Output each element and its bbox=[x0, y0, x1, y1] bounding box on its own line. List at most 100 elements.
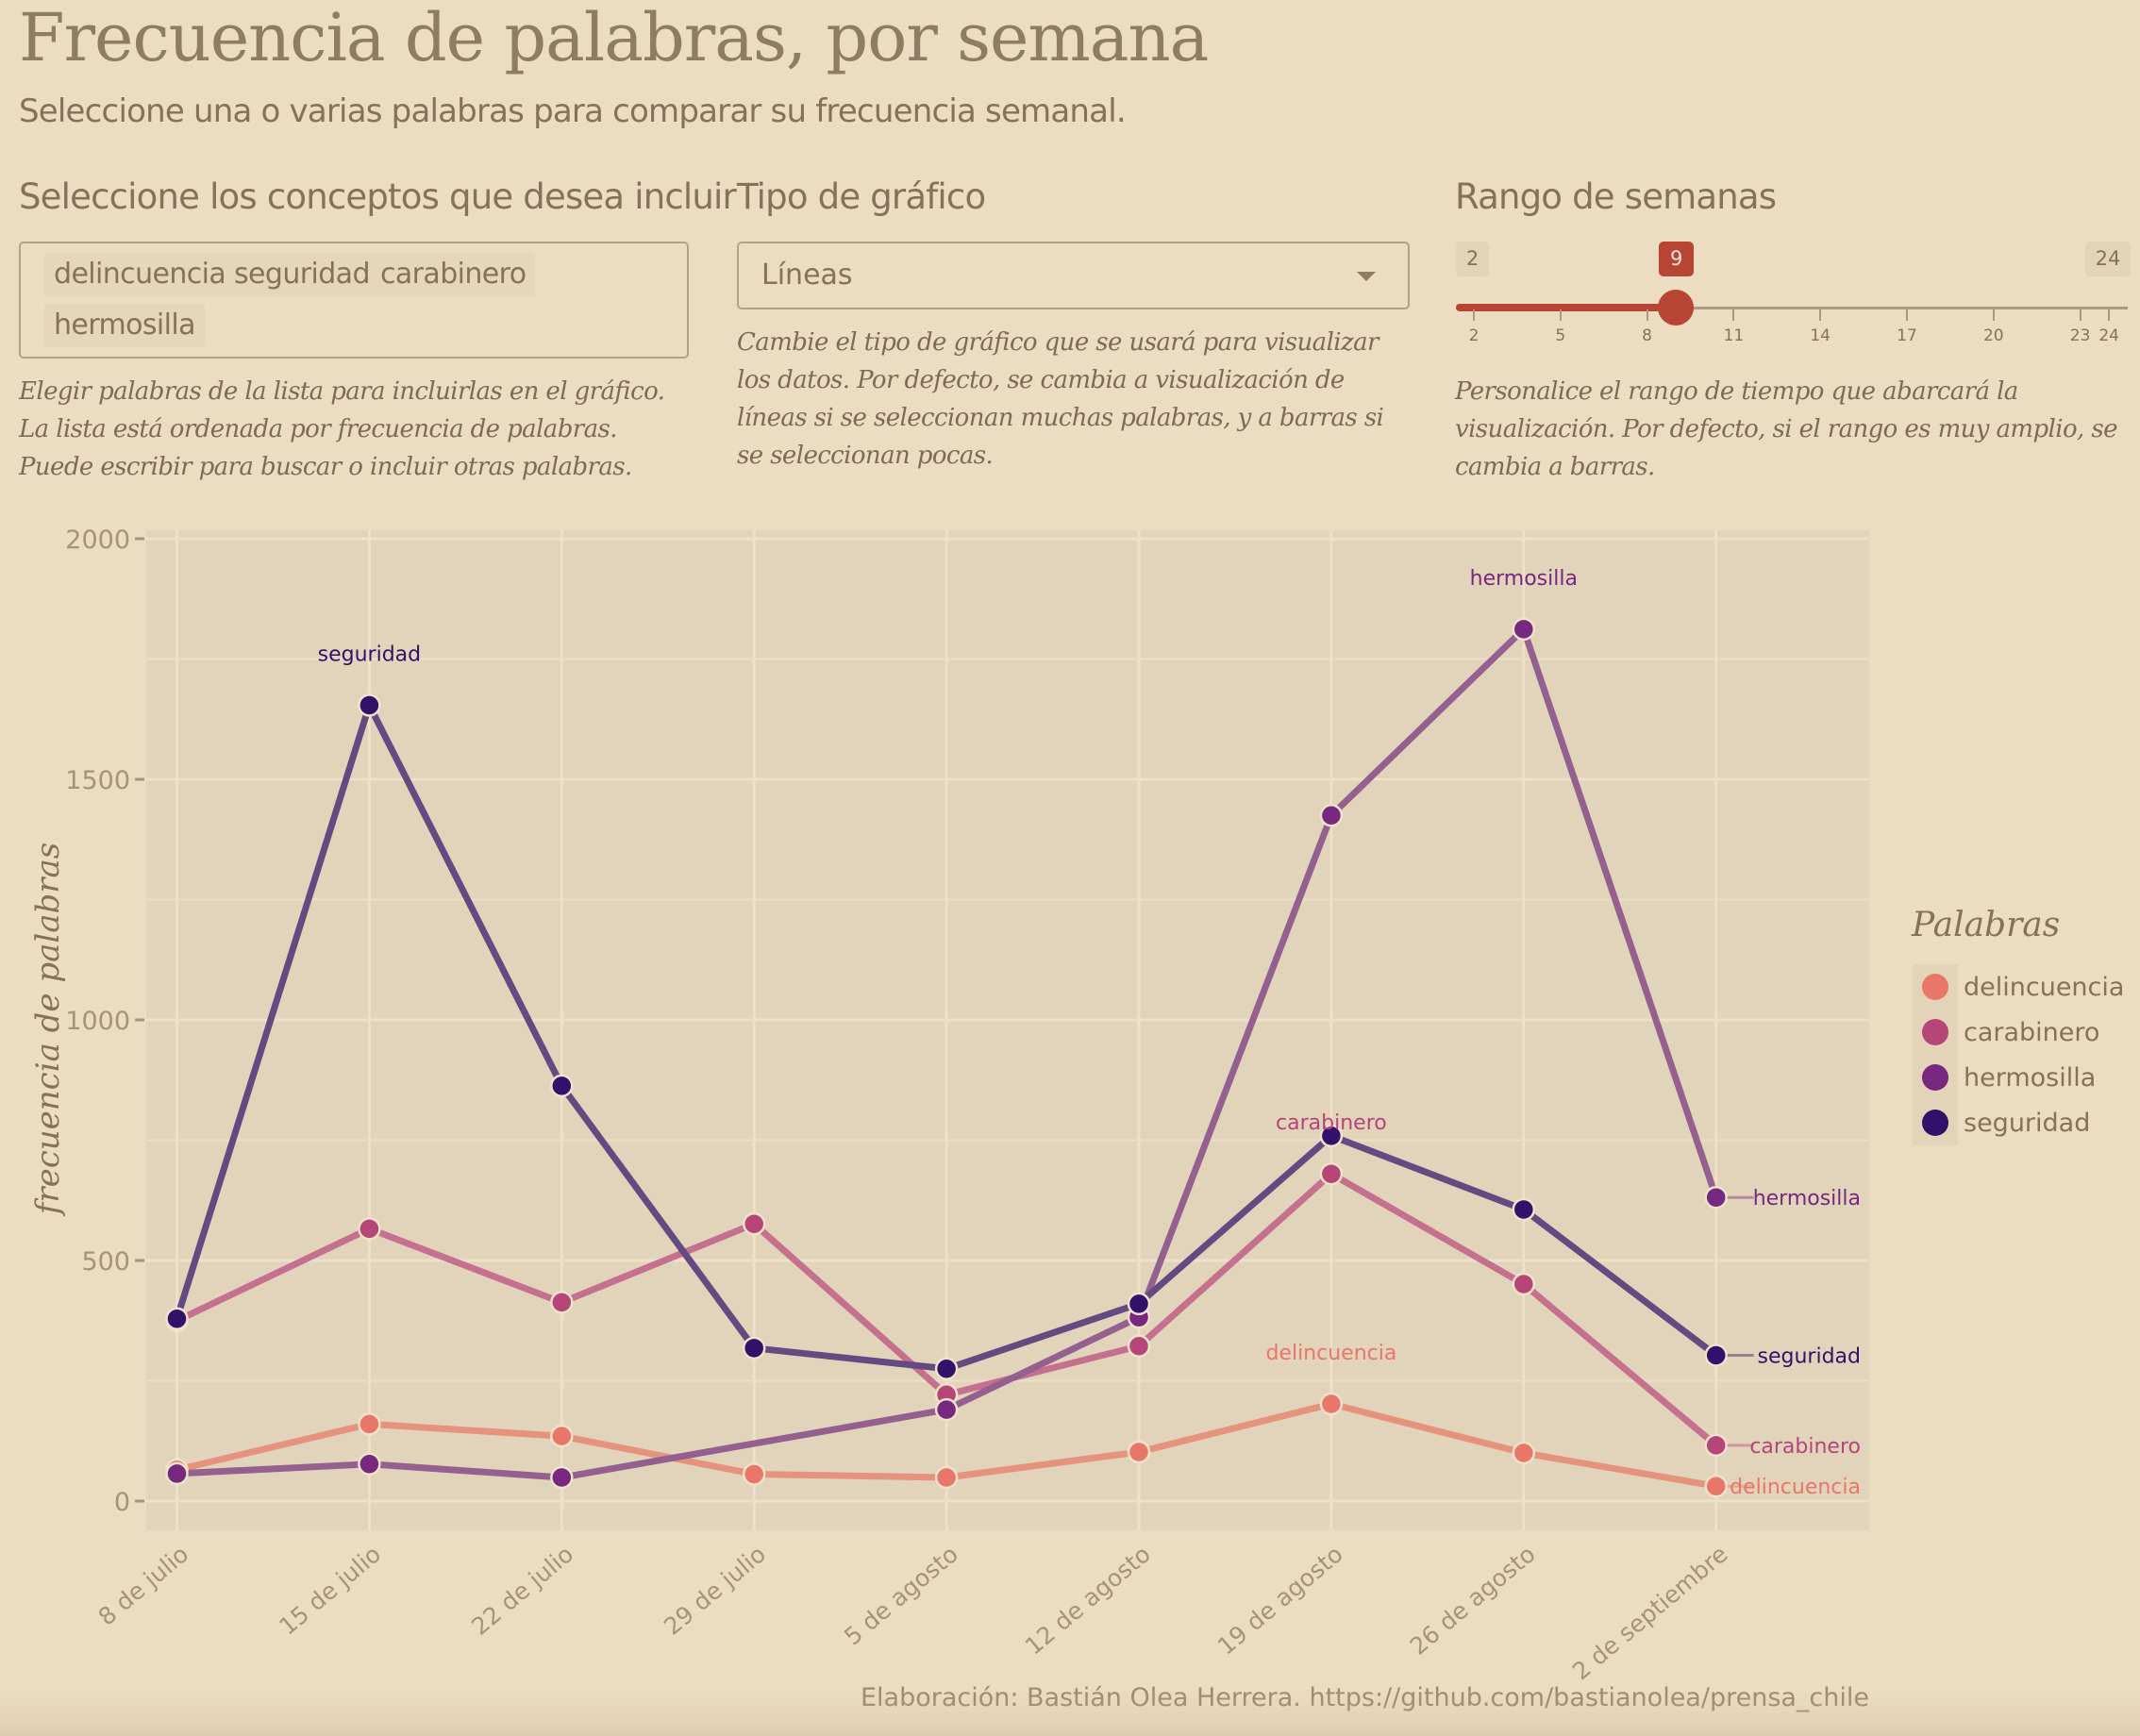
slider-track[interactable] bbox=[1456, 307, 2128, 309]
slider-tick-label: 2 bbox=[1468, 326, 1480, 345]
data-point-carabinero bbox=[1704, 1433, 1728, 1458]
slider-tick-label: 14 bbox=[1810, 326, 1831, 345]
legend-label: seguridad bbox=[1964, 1108, 2091, 1138]
x-tick-label: 26 de agosto bbox=[1405, 1540, 1541, 1660]
data-point-delincuencia bbox=[550, 1424, 574, 1448]
data-point-seguridad bbox=[742, 1336, 766, 1360]
y-tick-label: 1500 bbox=[65, 766, 130, 795]
slider-tick bbox=[1559, 309, 1562, 321]
chart-type-label: Tipo de gráfico bbox=[737, 176, 986, 217]
data-point-carabinero bbox=[550, 1291, 574, 1314]
slider-max-label: 24 bbox=[2085, 242, 2131, 276]
legend-item-hermosilla: hermosilla bbox=[1922, 1055, 2096, 1100]
legend-label: delincuencia bbox=[1964, 972, 2125, 1002]
data-point-seguridad bbox=[358, 693, 381, 717]
end-label-hermosilla: hermosilla bbox=[1753, 1187, 1861, 1210]
data-point-hermosilla bbox=[550, 1465, 574, 1490]
slider-tick-label: 20 bbox=[1982, 326, 2004, 345]
data-point-delincuencia bbox=[358, 1412, 381, 1436]
data-point-delincuencia bbox=[1127, 1440, 1151, 1464]
page-title: Frecuencia de palabras, por semana bbox=[19, 0, 1209, 76]
data-point-seguridad bbox=[550, 1074, 574, 1098]
bottom-shadow bbox=[0, 1689, 2140, 1736]
series-points bbox=[165, 617, 1728, 1498]
data-point-hermosilla bbox=[1512, 617, 1536, 642]
x-tick-label: 15 de julio bbox=[274, 1540, 386, 1640]
y-axis-title: frecuencia de palabras bbox=[29, 843, 67, 1218]
grid bbox=[146, 530, 1869, 1530]
data-point-seguridad bbox=[1704, 1344, 1728, 1367]
peak-label-delincuencia: delincuencia bbox=[1265, 1342, 1396, 1365]
data-point-hermosilla bbox=[165, 1461, 189, 1486]
slider-tick bbox=[1473, 309, 1475, 321]
x-tick-label: 8 de julio bbox=[93, 1540, 194, 1630]
slider-tick bbox=[1906, 309, 1908, 321]
legend-label: hermosilla bbox=[1964, 1062, 2097, 1093]
data-point-delincuencia bbox=[934, 1465, 959, 1490]
chevron-down-icon bbox=[1357, 272, 1376, 281]
data-point-hermosilla bbox=[934, 1397, 959, 1422]
data-point-delincuencia bbox=[1319, 1392, 1344, 1416]
tag-hermosilla[interactable]: hermosilla bbox=[44, 304, 205, 347]
slider-tick-label: 8 bbox=[1642, 326, 1653, 345]
slider-tick-label: 23 bbox=[2069, 326, 2091, 345]
data-point-delincuencia bbox=[742, 1462, 766, 1486]
tag-delincuencia[interactable]: delincuencia bbox=[44, 253, 236, 296]
x-tick-label: 29 de julio bbox=[659, 1540, 771, 1640]
tag-carabinero[interactable]: carabinero bbox=[371, 253, 536, 296]
data-point-hermosilla bbox=[1319, 804, 1344, 827]
data-point-carabinero bbox=[1512, 1272, 1536, 1296]
tag-seguridad[interactable]: seguridad bbox=[225, 253, 379, 296]
peak-label-seguridad: seguridad bbox=[318, 643, 421, 666]
data-point-carabinero bbox=[358, 1217, 381, 1241]
data-point-seguridad bbox=[934, 1357, 959, 1380]
data-point-seguridad bbox=[1127, 1292, 1151, 1316]
legend-dot-icon bbox=[1922, 1019, 1948, 1045]
slider-tick-label: 17 bbox=[1897, 326, 1917, 345]
plot-panel bbox=[146, 530, 1869, 1530]
data-point-carabinero bbox=[742, 1211, 766, 1236]
y-tick-label: 0 bbox=[114, 1488, 130, 1517]
legend-label: carabinero bbox=[1964, 1017, 2100, 1047]
y-axis: 0 500 1000 1500 2000 bbox=[65, 526, 144, 1517]
x-tick-label: 12 de agosto bbox=[1020, 1540, 1156, 1660]
data-point-seguridad bbox=[165, 1307, 189, 1330]
slider-fill bbox=[1456, 304, 1677, 311]
data-point-delincuencia bbox=[1512, 1441, 1536, 1465]
x-tick-label: 5 de agosto bbox=[839, 1540, 963, 1650]
end-label-carabinero: carabinero bbox=[1749, 1435, 1861, 1459]
legend-item-carabinero: carabinero bbox=[1922, 1010, 2099, 1055]
data-point-seguridad bbox=[1319, 1124, 1344, 1148]
data-point-carabinero bbox=[1319, 1161, 1344, 1186]
y-tick-label: 500 bbox=[81, 1247, 130, 1277]
data-point-seguridad bbox=[1512, 1197, 1536, 1222]
slider-tick bbox=[2079, 309, 2081, 321]
y-tick-label: 1000 bbox=[65, 1007, 130, 1036]
y-tick-label: 2000 bbox=[65, 526, 130, 555]
data-point-hermosilla bbox=[358, 1452, 381, 1476]
chart-type-select[interactable]: Líneas bbox=[737, 242, 1410, 309]
week-range-help: Personalice el rango de tiempo que abarc… bbox=[1455, 377, 2117, 481]
legend-dot-icon bbox=[1922, 1110, 1948, 1136]
slider-tick bbox=[1732, 309, 1735, 321]
slider-handle[interactable] bbox=[1658, 290, 1695, 326]
series-labels: delincuencia delincuencia carabinero carabi… bbox=[318, 567, 1861, 1499]
concepts-label: Seleccione los conceptos que desea inclu… bbox=[19, 176, 737, 217]
slider-value-label: 9 bbox=[1659, 242, 1695, 276]
concepts-multiselect[interactable]: delincuencia seguridad carabinero hermos… bbox=[19, 242, 689, 359]
end-label-delincuencia: delincuencia bbox=[1730, 1476, 1861, 1499]
x-tick-label: 2 de septiembre bbox=[1567, 1540, 1733, 1685]
peak-label-hermosilla: hermosilla bbox=[1470, 567, 1578, 591]
series-line-hermosilla bbox=[176, 626, 1720, 1481]
peak-label-carabinero: carabinero bbox=[1276, 1111, 1387, 1135]
legend-item-seguridad: seguridad bbox=[1922, 1100, 2090, 1145]
chart-caption: Elaboración: Bastián Olea Herrera. https… bbox=[861, 1683, 1869, 1712]
x-tick-label: 19 de agosto bbox=[1212, 1540, 1348, 1660]
page-subtitle: Seleccione una o varias palabras para co… bbox=[19, 92, 1127, 130]
end-label-seguridad: seguridad bbox=[1758, 1344, 1861, 1368]
data-point-hermosilla bbox=[1704, 1185, 1728, 1210]
x-axis: 8 de julio 15 de julio 22 de julio 29 de ju… bbox=[93, 1540, 1733, 1685]
slider-tick bbox=[1819, 309, 1822, 321]
slider-min-label: 2 bbox=[1456, 242, 1489, 276]
